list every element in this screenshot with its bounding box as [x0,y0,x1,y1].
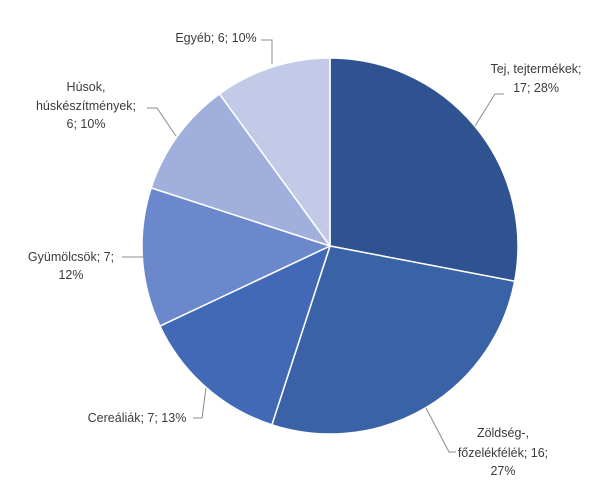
data-label-zoldseg-fozelekfelek[interactable]: Zöldség-, főzelékfélék; 16; 27% [458,426,548,478]
data-label-cerealiak[interactable]: Cereáliák; 7; 13% [88,411,187,425]
leader-lines-group [122,39,504,453]
data-label-line: Zöldség-, [477,426,529,440]
pie-slice-gyumolcsok[interactable] [141,187,331,327]
data-label-line: Húsok, [67,80,106,94]
pie-slice-tej-tejtermekek[interactable] [329,57,519,282]
pie-slice-cerealiak[interactable] [159,245,331,426]
leader-line-tej-tejtermekek [474,93,504,127]
leader-line-egyeb [261,39,273,64]
data-label-line: 17; 28% [513,81,559,95]
data-label-line: húskészítmények; [36,99,136,113]
data-label-line: Gyümölcsök; 7; [28,250,114,264]
leader-line-cerealiak [193,387,207,419]
data-label-line: 27% [490,464,515,478]
data-label-line: Egyéb; 6; 10% [175,31,256,45]
data-label-line: 6; 10% [67,117,106,131]
data-label-husok-huskeszitmenyek[interactable]: Húsok, húskészítmények; 6; 10% [36,80,136,131]
pie-slice-husok-huskeszitmenyek[interactable] [150,93,331,247]
leader-line-husok-huskeszitmenyek [147,107,177,137]
pie-slice-zoldseg-fozelekfelek[interactable] [271,245,516,435]
data-label-line: Cereáliák; 7; 13% [88,411,187,425]
data-label-line: 12% [58,268,83,282]
data-label-line: főzelékfélék; 16; [458,446,548,460]
data-labels-group: Tej, tejtermékek; 17; 28% Zöldség-, főzelék… [28,31,582,478]
leader-line-zoldseg-fozelekfelek [425,407,456,453]
data-label-line: Tej, tejtermékek; [490,62,581,76]
pie-slices-group [141,57,519,435]
data-label-egyeb[interactable]: Egyéb; 6; 10% [175,31,256,45]
data-label-tej-tejtermekek[interactable]: Tej, tejtermékek; 17; 28% [490,62,581,95]
pie-slice-egyeb[interactable] [218,57,331,247]
data-label-gyumolcsok[interactable]: Gyümölcsök; 7; 12% [28,250,114,282]
